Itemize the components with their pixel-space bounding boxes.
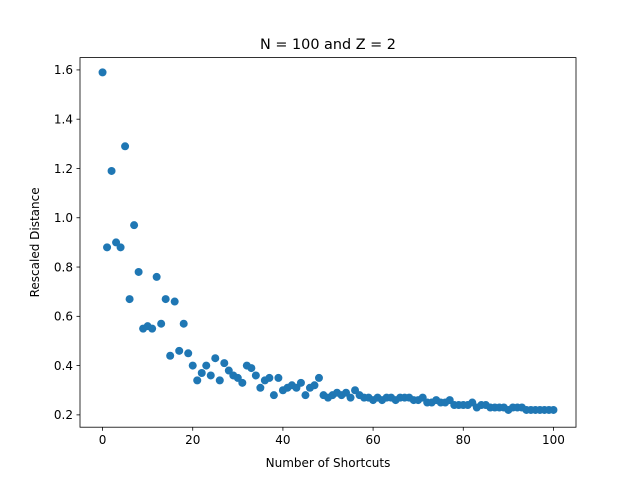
x-tick-label: 60 xyxy=(365,433,380,447)
y-tick-label: 1.4 xyxy=(54,113,73,127)
data-point xyxy=(152,272,161,281)
data-point xyxy=(220,359,229,368)
data-point xyxy=(269,391,278,400)
data-point xyxy=(265,373,274,382)
data-point xyxy=(98,68,107,77)
data-point xyxy=(188,361,197,370)
axis-ticks: 0 20 40 60 80 100 0.2 0.4 0.6 0.8 1.0 1.2 1.4 1.6 xyxy=(54,63,565,447)
y-tick-label: 1.2 xyxy=(54,162,73,176)
x-tick-label: 40 xyxy=(275,433,290,447)
data-point xyxy=(121,142,130,151)
data-point xyxy=(134,267,143,276)
data-point xyxy=(301,391,310,400)
data-point xyxy=(215,376,224,385)
data-point xyxy=(116,243,125,252)
data-point xyxy=(296,378,305,387)
x-axis-label: Number of Shortcuts xyxy=(266,456,391,470)
x-tick-label: 20 xyxy=(185,433,200,447)
data-points xyxy=(98,68,558,414)
data-point xyxy=(256,383,265,392)
data-point xyxy=(170,297,179,306)
y-tick-label: 1.6 xyxy=(54,63,73,77)
x-tick-label: 100 xyxy=(542,433,565,447)
data-point xyxy=(238,378,247,387)
x-tick-label: 80 xyxy=(456,433,471,447)
data-point xyxy=(125,295,134,304)
data-point xyxy=(148,324,157,333)
y-tick-label: 0.8 xyxy=(54,260,73,274)
y-axis-label: Rescaled Distance xyxy=(28,187,42,297)
data-point xyxy=(197,368,206,377)
data-point xyxy=(175,346,184,355)
data-point xyxy=(314,373,323,382)
chart-title: N = 100 and Z = 2 xyxy=(260,37,396,53)
y-tick-label: 0.6 xyxy=(54,310,73,324)
data-point xyxy=(161,295,170,304)
data-point xyxy=(157,319,166,328)
axes-frame xyxy=(79,57,577,428)
x-tick-label: 0 xyxy=(99,433,107,447)
data-point xyxy=(247,364,256,373)
data-point xyxy=(310,381,319,390)
data-point xyxy=(193,376,202,385)
data-point xyxy=(549,405,558,414)
data-point xyxy=(274,373,283,382)
plot-area xyxy=(80,57,576,428)
data-point xyxy=(166,351,175,360)
data-point xyxy=(179,319,188,328)
data-point xyxy=(103,243,112,252)
data-point xyxy=(346,393,355,402)
data-point xyxy=(206,371,215,380)
y-tick-label: 0.4 xyxy=(54,359,73,373)
y-tick-label: 1.0 xyxy=(54,211,73,225)
data-point xyxy=(184,349,193,358)
data-point xyxy=(202,361,211,370)
data-point xyxy=(251,371,260,380)
data-point xyxy=(107,166,116,175)
y-tick-label: 0.2 xyxy=(54,408,73,422)
data-point xyxy=(211,354,220,363)
data-point xyxy=(130,221,139,230)
